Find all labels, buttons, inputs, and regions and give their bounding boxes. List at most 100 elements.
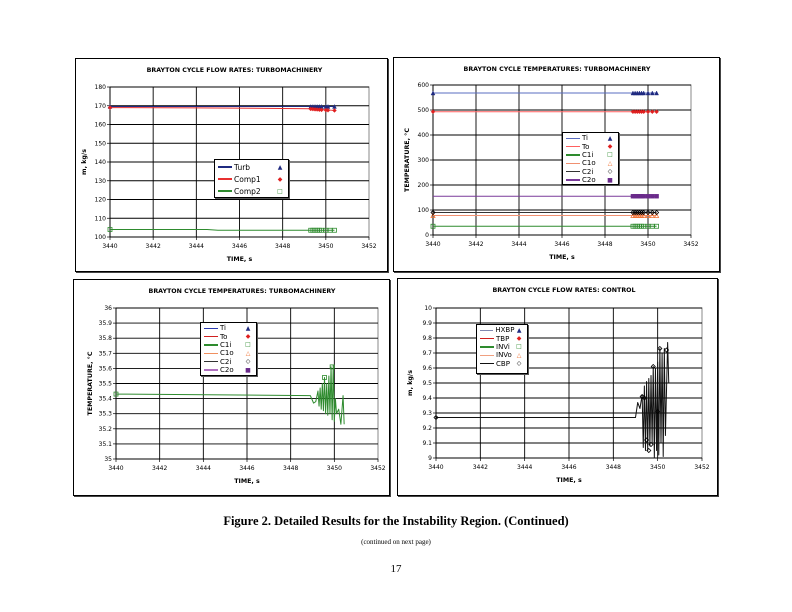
data-point-marker <box>332 227 337 233</box>
legend-marker-icon: ◆ <box>277 175 283 183</box>
legend-line-swatch <box>218 166 232 168</box>
legend-label: Comp2 <box>234 186 261 196</box>
legend-label: Comp1 <box>234 174 261 184</box>
legend-item: INVi □ <box>480 343 524 351</box>
data-point-marker <box>430 109 436 115</box>
data-point-marker <box>654 109 659 115</box>
x-tick-label: 3450 <box>640 241 655 248</box>
data-point-marker <box>654 209 660 216</box>
y-tick-label: 9.2 <box>422 425 432 432</box>
legend-label: C1o <box>582 159 596 168</box>
legend-line-swatch <box>480 329 494 331</box>
y-tick-label: 9.9 <box>422 320 432 327</box>
legend-line-swatch <box>480 354 494 357</box>
y-tick-label: 9.5 <box>422 380 432 387</box>
legend-label: C2o <box>582 176 596 185</box>
data-point-marker <box>329 364 335 370</box>
x-tick-label: 3442 <box>468 241 483 248</box>
x-tick-label: 3448 <box>283 465 298 472</box>
legend-item: Ti ▲ <box>204 324 253 332</box>
y-tick-label: 9.7 <box>422 350 432 357</box>
legend-item: C1o △ <box>204 349 253 357</box>
x-tick-label: 3452 <box>694 464 709 471</box>
legend-label: CBP <box>496 359 510 368</box>
data-point-marker <box>332 108 337 113</box>
legend-label: HXBP <box>495 326 515 335</box>
legend-marker-icon: △ <box>245 349 251 357</box>
legend-marker-icon: ◆ <box>245 333 251 341</box>
y-tick-label: 35.7 <box>99 350 113 357</box>
series-line <box>115 364 345 425</box>
x-tick-label: 3440 <box>428 464 443 471</box>
series-c1o <box>430 212 660 218</box>
legend-marker-icon: ◇ <box>516 360 522 368</box>
y-tick-label: 150 <box>95 140 107 147</box>
series-ti <box>430 90 659 96</box>
legend-line-swatch <box>204 369 218 371</box>
legend-marker-icon: □ <box>516 343 522 351</box>
x-tick-label: 3444 <box>196 465 211 472</box>
data-point-marker <box>649 212 655 218</box>
series-to <box>430 109 659 115</box>
legend-item: To ◆ <box>204 332 253 341</box>
x-tick-label: 3446 <box>239 465 254 472</box>
legend-label: TBP <box>496 334 510 343</box>
y-tick-label: 130 <box>95 178 107 185</box>
legend: HXBP ▲ TBP ◆ INVi □ INVo △ CBP ◇ <box>476 324 528 374</box>
legend-item: C1i □ <box>204 341 253 349</box>
legend-marker-icon: ◇ <box>607 168 613 176</box>
chart-title: BRAYTON CYCLE TEMPERATURES: TURBOMACHINE… <box>149 288 336 295</box>
x-tick-label: 3446 <box>561 464 576 471</box>
legend-item: Comp2 □ <box>218 185 285 197</box>
legend-marker-icon: □ <box>607 151 613 159</box>
legend-marker-icon: ◆ <box>607 143 613 151</box>
legend-line-swatch <box>480 363 494 365</box>
data-point-marker <box>430 209 436 216</box>
series-comp2 <box>107 227 337 233</box>
legend-item: HXBP ▲ <box>480 326 524 334</box>
data-point-marker <box>649 90 655 96</box>
y-tick-label: 9.3 <box>422 410 432 417</box>
y-tick-label: 300 <box>418 157 430 164</box>
legend-item: CBP ◇ <box>480 360 524 368</box>
data-point-marker <box>654 90 659 96</box>
legend-label: C1o <box>220 349 234 358</box>
y-tick-label: 9.4 <box>422 395 432 402</box>
legend-item: C2o ■ <box>204 366 253 374</box>
legend-line-swatch <box>480 337 494 340</box>
chart-flow-rates-control: BRAYTON CYCLE FLOW RATES: CONTROL 9 9.1 9.2… <box>397 278 718 496</box>
data-point-marker <box>650 109 655 115</box>
legend-line-swatch <box>566 171 580 173</box>
data-point-marker <box>641 209 647 216</box>
legend-marker-icon: □ <box>277 187 283 195</box>
data-point-marker <box>648 441 654 448</box>
data-point-marker <box>653 212 660 218</box>
data-point-marker <box>650 363 656 370</box>
y-axis-label: TEMPERATURE, °C <box>403 128 411 192</box>
x-tick-label: 3444 <box>511 241 526 248</box>
x-tick-label: 3450 <box>318 243 333 250</box>
x-tick-label: 3442 <box>473 464 488 471</box>
data-point-marker <box>649 209 655 216</box>
legend-item: Turb ▲ <box>218 161 285 173</box>
y-axis-label: TEMPERATURE, °C <box>86 351 94 415</box>
data-point-marker <box>654 194 659 199</box>
legend-marker-icon: ◇ <box>245 358 251 366</box>
legend-label: C2o <box>220 366 234 375</box>
data-point-marker <box>641 109 646 115</box>
data-point-marker <box>430 223 436 229</box>
series-line <box>436 342 670 459</box>
x-tick-label: 3450 <box>327 465 342 472</box>
chart-temperatures-turbomachinery-zoomed: BRAYTON CYCLE TEMPERATURES: TURBOMACHINE… <box>73 279 390 496</box>
y-tick-label: 35.1 <box>99 441 113 448</box>
x-tick-label: 3448 <box>606 464 621 471</box>
legend-marker-icon: △ <box>607 159 613 167</box>
y-tick-label: 100 <box>95 234 107 241</box>
legend-label: To <box>582 142 590 151</box>
legend-line-swatch <box>480 346 494 348</box>
x-axis-label: TIME, s <box>227 256 253 263</box>
legend-label: C2i <box>220 357 232 366</box>
x-tick-label: 3452 <box>370 465 385 472</box>
y-tick-label: 200 <box>418 182 430 189</box>
y-tick-label: 36 <box>104 305 112 312</box>
